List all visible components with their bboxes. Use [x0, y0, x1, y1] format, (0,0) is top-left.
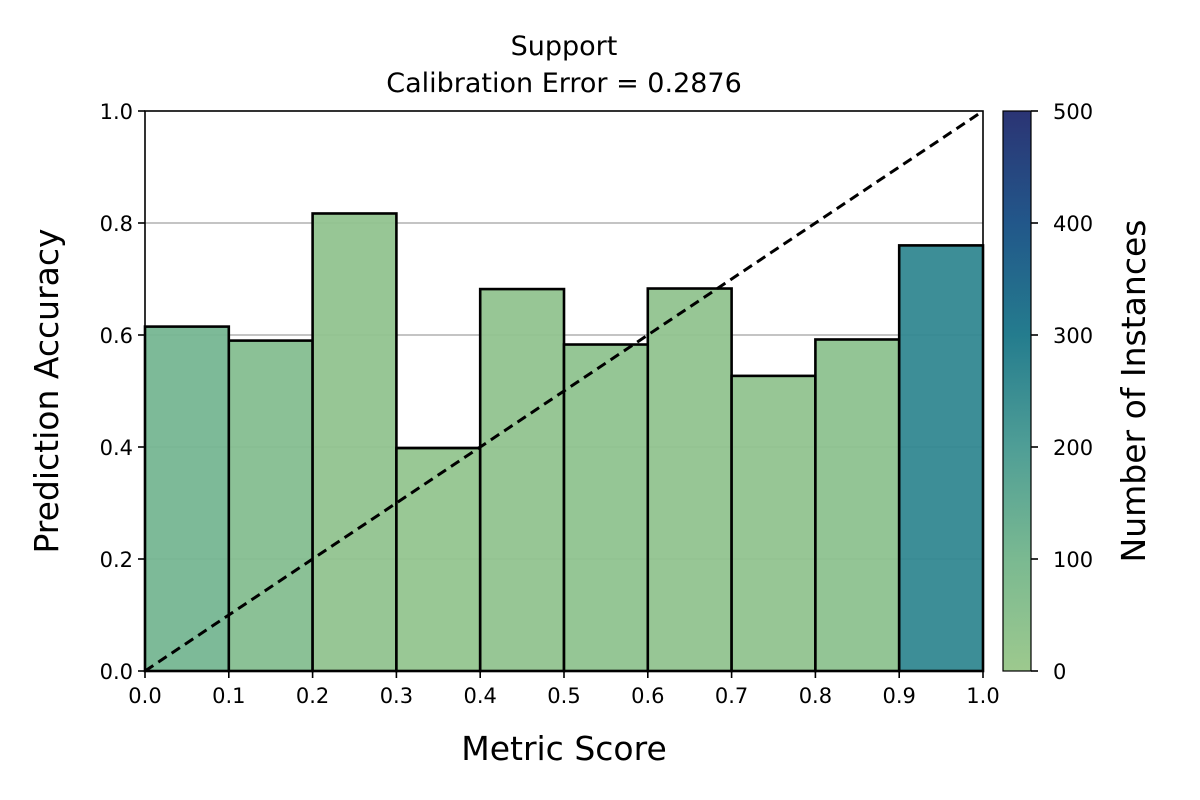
colorbar-tick-label: 100 [1053, 548, 1093, 572]
bars [143, 212, 985, 673]
colorbar [1002, 110, 1032, 672]
chart-title: Support [511, 31, 618, 62]
bar [311, 212, 398, 673]
y-axis-label: Prediction Accuracy [27, 228, 66, 553]
y-tick-label: 0.2 [100, 548, 133, 572]
x-axis-label: Metric Score [461, 729, 667, 768]
bar [562, 343, 650, 673]
x-tick-label: 0.9 [882, 684, 915, 708]
y-tick-label: 0.6 [100, 324, 133, 348]
bar [730, 374, 817, 673]
y-tick-label: 0.0 [100, 660, 133, 684]
colorbar-label: Number of Instances [1114, 220, 1153, 563]
colorbar-ticks: 0 100 200 300 400 500 [1031, 100, 1093, 684]
x-tick-label: 0.6 [631, 684, 664, 708]
x-tick-label: 0.4 [463, 684, 496, 708]
y-tick-label: 1.0 [100, 100, 133, 124]
colorbar-tick-label: 500 [1053, 100, 1093, 124]
y-tick-label: 0.4 [100, 436, 133, 460]
x-tick-label: 0.1 [212, 684, 245, 708]
bar [814, 338, 901, 673]
perfect-calibration-line [144, 109, 984, 673]
colorbar-tick-label: 300 [1053, 324, 1093, 348]
x-tick-label: 0.2 [296, 684, 329, 708]
bar [143, 325, 231, 673]
colorbar-tick-label: 200 [1053, 436, 1093, 460]
bar [227, 339, 314, 673]
bar [478, 287, 566, 673]
x-tick-label: 0.3 [380, 684, 413, 708]
x-tick-label: 0.7 [715, 684, 748, 708]
y-axis-ticks: 0.0 0.2 0.4 0.6 0.8 1.0 [100, 100, 145, 684]
bar [897, 244, 985, 673]
chart-subtitle: Calibration Error = 0.2876 [386, 68, 742, 99]
x-tick-label: 0.8 [799, 684, 832, 708]
x-tick-label: 0.0 [128, 684, 161, 708]
colorbar-tick-label: 400 [1053, 212, 1093, 236]
bar [395, 446, 482, 673]
x-axis-ticks: 0.0 0.1 0.2 0.3 0.4 0.5 0.6 0.7 0.8 0.9 1.0 [128, 671, 1000, 708]
x-tick-label: 0.5 [547, 684, 580, 708]
bar [646, 287, 733, 673]
x-tick-label: 1.0 [966, 684, 999, 708]
colorbar-tick-label: 0 [1053, 660, 1066, 684]
y-tick-label: 0.8 [100, 212, 133, 236]
